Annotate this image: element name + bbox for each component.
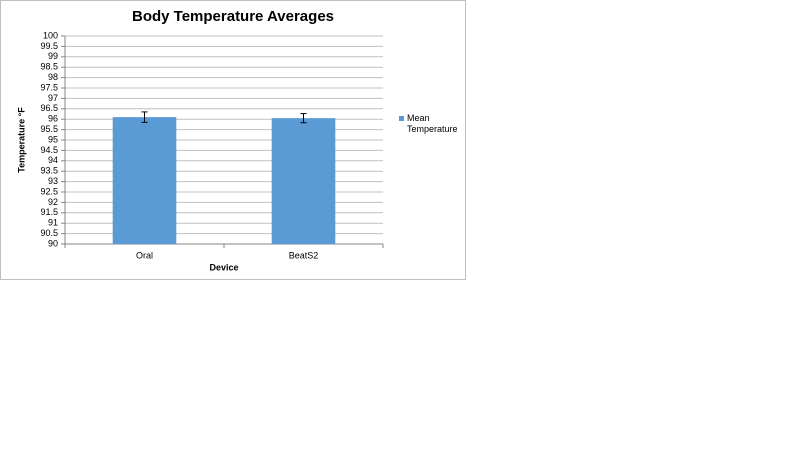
x-tick-label: Oral — [136, 250, 153, 260]
error-bar — [141, 111, 148, 123]
y-tick-label: 93.5 — [40, 166, 58, 176]
y-tick-label: 94 — [48, 155, 58, 165]
y-tick-label: 93 — [48, 176, 58, 186]
y-tick-label: 95 — [48, 134, 58, 144]
y-tick-label: 100 — [43, 30, 58, 40]
y-tick-label: 99 — [48, 51, 58, 61]
y-axis-label: Temperature °F — [16, 107, 26, 173]
bar — [271, 118, 336, 244]
y-tick-label: 90.5 — [40, 228, 58, 238]
y-tick-label: 96.5 — [40, 103, 58, 113]
y-tick-label: 95.5 — [40, 124, 58, 134]
y-tick-label: 92.5 — [40, 186, 58, 196]
y-tick-label: 90 — [48, 238, 58, 248]
legend-swatch — [399, 116, 404, 121]
bar — [112, 117, 177, 244]
error-bar — [300, 113, 307, 124]
y-tick-label: 98 — [48, 72, 58, 82]
y-tick-label: 99.5 — [40, 41, 58, 51]
y-tick-label: 97.5 — [40, 82, 58, 92]
y-tick-label: 98.5 — [40, 62, 58, 72]
chart-title: Body Temperature Averages — [132, 8, 334, 25]
legend-label: Mean Temperature — [407, 113, 458, 134]
y-tick-label: 91.5 — [40, 207, 58, 217]
y-tick-label: 92 — [48, 197, 58, 207]
y-tick-label: 91 — [48, 218, 58, 228]
y-tick-label: 94.5 — [40, 145, 58, 155]
y-tick-label: 97 — [48, 93, 58, 103]
x-tick-label: BeatS2 — [289, 250, 319, 260]
x-axis-label: Device — [209, 262, 238, 272]
y-tick-label: 96 — [48, 114, 58, 124]
